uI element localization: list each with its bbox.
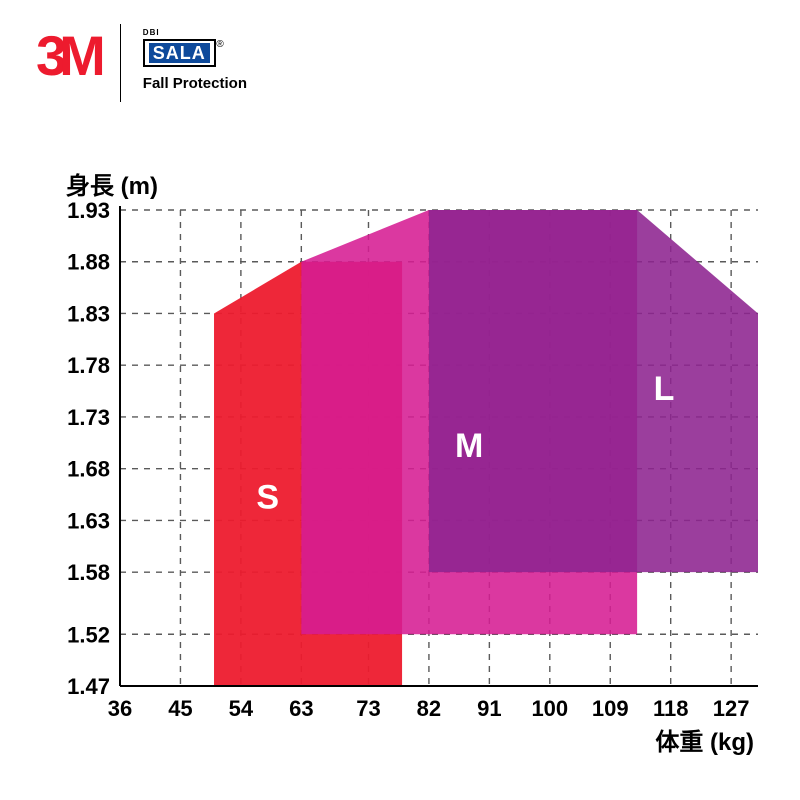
y-tick-label: 1.63 <box>67 508 110 533</box>
x-tick-label: 127 <box>713 696 750 721</box>
sala-dbi: DBI <box>143 28 247 37</box>
y-tick-label: 1.68 <box>67 457 110 482</box>
y-tick-label: 1.52 <box>67 622 110 647</box>
x-tick-label: 45 <box>168 696 192 721</box>
x-tick-label: 73 <box>356 696 380 721</box>
y-axis-title: 身長 (m) <box>66 172 158 200</box>
size-region-l <box>429 210 758 572</box>
size-chart: 身長 (m) 1.47 1.52 1.58 1.63 1.68 1.73 1.78 1.83 1.… <box>60 170 780 775</box>
y-tick-label: 1.73 <box>67 405 110 430</box>
sala-text: SALA <box>149 43 210 63</box>
y-tick-label: 1.78 <box>67 353 110 378</box>
y-tick-label: 1.88 <box>67 250 110 275</box>
y-tick-label: 1.83 <box>67 301 110 326</box>
sala-box: SALA ® <box>143 39 216 67</box>
x-tick-label: 118 <box>653 696 689 721</box>
x-tick-label: 36 <box>108 696 132 721</box>
x-tick-label: 63 <box>289 696 313 721</box>
x-tick-label: 82 <box>417 696 441 721</box>
size-region-label-l: L <box>654 370 675 408</box>
y-tick-label: 1.58 <box>67 560 110 585</box>
trademark-icon: ® <box>216 39 223 50</box>
x-axis-title: 体重 (kg) <box>655 729 754 756</box>
size-region-label-m: M <box>455 427 483 465</box>
x-tick-label: 100 <box>531 696 568 721</box>
x-tick-label: 109 <box>592 696 629 721</box>
y-tick-label: 1.93 <box>67 198 110 223</box>
chart-svg: 身長 (m) 1.47 1.52 1.58 1.63 1.68 1.73 1.78 1.83 1.… <box>60 170 780 770</box>
logo-divider <box>120 24 121 102</box>
x-tick-label: 54 <box>229 696 254 721</box>
size-region-label-s: S <box>256 479 279 517</box>
y-tick-label: 1.47 <box>67 674 110 699</box>
brand-header: 3M DBI SALA ® Fall Protection <box>36 28 247 102</box>
fall-protection-label: Fall Protection <box>143 75 247 92</box>
x-tick-label: 91 <box>477 696 501 721</box>
logo-sala-block: DBI SALA ® Fall Protection <box>143 28 247 92</box>
logo-3m: 3M <box>36 28 120 84</box>
